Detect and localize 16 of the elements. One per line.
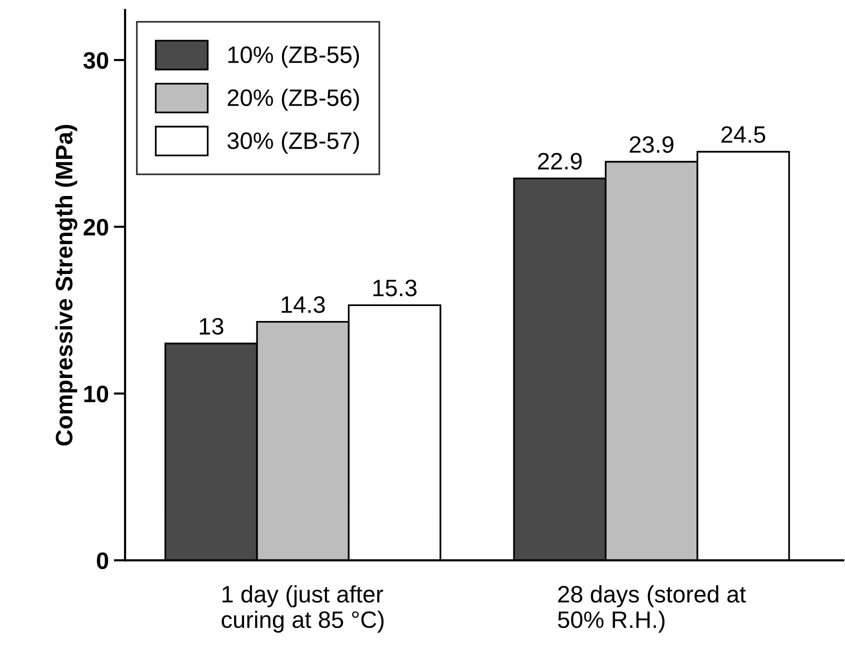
x-tick-label: 28 days (stored at 50% R.H.): [558, 585, 746, 633]
data-label: 23.9: [630, 136, 674, 153]
legend-label: 30% (ZB-57): [227, 132, 359, 154]
data-label: 22.9: [538, 152, 582, 170]
y-tick-label: 0: [96, 552, 108, 570]
y-tick-label: 30: [83, 52, 108, 69]
legend-label: 10% (ZB-55): [228, 46, 359, 68]
y-axis-title: Compressive Strength (MPa): [55, 124, 78, 446]
data-label: 24.5: [721, 126, 766, 143]
x-tick-label: 1 day (just after curing at 85 °C): [222, 585, 384, 633]
data-label: 15.3: [373, 280, 417, 296]
y-tick-label: 20: [84, 218, 108, 236]
legend-label: 20% (ZB-56): [228, 88, 359, 111]
data-label: 14.3: [282, 296, 325, 313]
y-tick-label: 10: [84, 386, 108, 402]
data-label: 13: [200, 318, 224, 335]
